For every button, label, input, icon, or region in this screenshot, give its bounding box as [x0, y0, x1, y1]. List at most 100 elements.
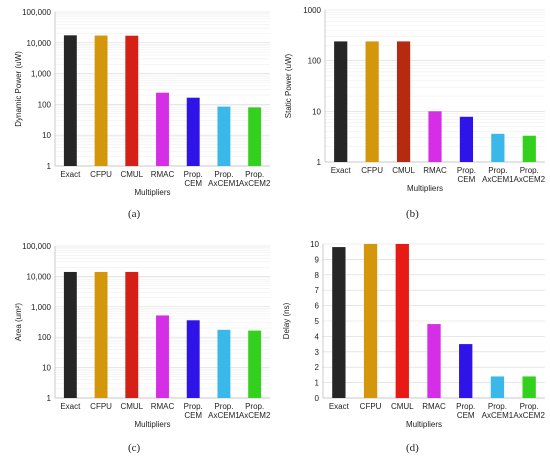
y-tick-label: 1: [47, 394, 52, 403]
x-tick-label: Exact: [329, 402, 350, 411]
x-tick-label: Prop.: [245, 170, 264, 179]
x-tick-label: Prop.: [488, 402, 507, 411]
bar-c-3: [156, 315, 169, 398]
x-tick-label: RMAC: [151, 402, 175, 411]
x-tick-label: CMUL: [391, 402, 414, 411]
bar-a-2: [125, 35, 139, 166]
bar-a-0: [63, 35, 77, 167]
bar-a-3: [156, 92, 169, 166]
chart-panel-d: 0 1 2 3 4 5 6 7 8 9 10 Exact CFPU CMUL RMAC Prop. CEM Pro…: [275, 232, 550, 429]
bar-a-5: [217, 106, 231, 166]
x-tick-label: Prop.: [184, 402, 203, 411]
bar-b-2: [396, 41, 411, 162]
y-tick-label: 9: [315, 255, 320, 264]
y-tick-label: 1: [315, 379, 320, 388]
x-tick-label: CFPU: [90, 402, 112, 411]
bar-a-6: [248, 107, 262, 166]
bar-b-4: [459, 116, 474, 162]
x-tick-label: Exact: [60, 170, 81, 179]
caption-a: (a): [128, 208, 141, 220]
bar-c-2: [125, 271, 139, 398]
y-tick-label: 2: [315, 363, 320, 372]
caption-c: (c): [128, 442, 141, 454]
caption-d: (d): [406, 442, 419, 454]
x-tick-label: Prop.: [456, 402, 475, 411]
y-tick-label: 10: [42, 364, 51, 373]
y-tick-label: 7: [315, 286, 320, 295]
x-tick-label: AxCEM2: [514, 175, 546, 184]
x-tick-label: CEM: [184, 411, 202, 420]
y-tick-label: 1: [317, 158, 322, 167]
x-tick-label: CEM: [457, 411, 475, 420]
y-tick-label: 0: [315, 394, 320, 403]
x-tick-label: RMAC: [151, 170, 175, 179]
bar-d-6: [522, 376, 536, 398]
x-tick-label: Exact: [331, 166, 352, 175]
y-axis-title: Dynamic Power (uW): [14, 51, 23, 127]
x-axis-title: Multipliers: [134, 188, 170, 197]
x-tick-label: Prop.: [520, 166, 539, 175]
x-tick-label: Prop.: [184, 170, 203, 179]
x-tick-label: RMAC: [422, 402, 446, 411]
y-tick-label: 5: [315, 317, 320, 326]
bar-c-0: [63, 271, 77, 398]
x-tick-label: CFPU: [361, 166, 383, 175]
bar-a-1: [94, 35, 108, 167]
x-tick-label: Prop.: [520, 402, 539, 411]
bar-b-3: [428, 111, 442, 162]
x-tick-label: CMUL: [120, 170, 143, 179]
bar-d-5: [490, 376, 505, 398]
bar-b-6: [522, 135, 536, 162]
y-tick-label: 8: [315, 271, 320, 280]
bar-c-1: [94, 271, 108, 398]
bar-d-3: [427, 324, 441, 398]
x-tick-label: AxCEM1: [208, 179, 240, 188]
x-axis-title: Multipliers: [406, 420, 442, 429]
x-tick-label: CMUL: [392, 166, 415, 175]
x-tick-label: RMAC: [423, 166, 447, 175]
x-tick-label: Prop.: [457, 166, 476, 175]
y-tick-label: 100,000: [22, 242, 51, 251]
bar-c-4: [186, 320, 200, 398]
bar-b-0: [334, 41, 348, 162]
x-tick-label: CEM: [458, 175, 476, 184]
y-tick-label: 100,000: [22, 8, 51, 17]
x-tick-label: CEM: [184, 179, 202, 188]
bar-b-1: [365, 41, 379, 162]
x-tick-label: Prop.: [214, 170, 233, 179]
y-axis-title: Delay (ns): [282, 302, 291, 339]
y-tick-label: 100: [308, 57, 322, 66]
chart-panel-b: 1 10 100 1000 Exact CFPU CMUL RMAC Prop. CEM Prop.…: [275, 0, 550, 195]
x-tick-label: CFPU: [360, 402, 382, 411]
y-tick-label: 1: [47, 162, 52, 171]
chart-a: 1 10 100 1,000 10,000 100,000 Exact CFPU CMUL RMA…: [14, 8, 271, 197]
x-tick-label: Exact: [60, 402, 81, 411]
chart-panel-a: 1 10 100 1,000 10,000 100,000 Exact CFPU CMUL RMA…: [0, 0, 275, 197]
x-tick-label: AxCEM2: [513, 411, 545, 420]
y-tick-label: 10: [312, 107, 321, 116]
x-tick-label: AxCEM1: [482, 175, 514, 184]
chart-panel-c: 1 10 100 1,000 10,000 100,000 Exact CFPU CMUL RMA…: [0, 232, 275, 429]
x-tick-label: AxCEM2: [239, 179, 271, 188]
y-tick-label: 10,000: [27, 39, 52, 48]
bar-d-2: [395, 244, 409, 398]
bar-d-0: [332, 247, 346, 398]
caption-b: (b): [406, 208, 419, 220]
y-tick-label: 1000: [303, 6, 321, 15]
x-tick-label: Prop.: [214, 402, 233, 411]
x-axis-title: Multipliers: [407, 184, 443, 193]
bar-c-5: [217, 329, 231, 398]
bar-d-4: [459, 344, 473, 398]
bar-d-1: [363, 244, 378, 398]
y-tick-label: 10: [310, 240, 319, 249]
bar-b-5: [491, 133, 505, 162]
chart-c: 1 10 100 1,000 10,000 100,000 Exact CFPU CMUL RMA…: [14, 242, 271, 429]
y-tick-label: 100: [38, 100, 52, 109]
bar-c-6: [248, 330, 262, 398]
y-tick-label: 3: [315, 348, 320, 357]
y-axis-title: Static Power (uW): [284, 53, 293, 118]
y-tick-label: 10: [42, 131, 51, 140]
y-tick-label: 1,000: [31, 70, 52, 79]
